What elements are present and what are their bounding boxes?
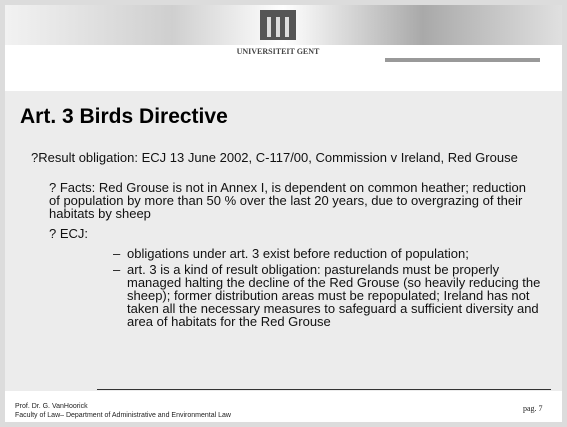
logo-column: [267, 17, 271, 37]
sub-bullet: – obligations under art. 3 exist before …: [113, 247, 553, 260]
logo-text: UNIVERSITEIT GENT: [237, 47, 320, 56]
slide: UNIVERSITEIT GENT Art. 3 Birds Directive…: [0, 0, 567, 427]
sub-bullet-text: obligations under art. 3 exist before re…: [127, 247, 469, 260]
page-number: pag. 7: [523, 404, 543, 413]
sub-bullet: – art. 3 is a kind of result obligation:…: [113, 263, 553, 328]
footer-rule: [97, 389, 551, 390]
logo-column: [276, 17, 280, 37]
footer-faculty: Faculty of Law– Department of Administra…: [15, 412, 231, 419]
slide-title: Art. 3 Birds Directive: [20, 105, 228, 129]
bullet: ? Facts: Red Grouse is not in Annex I, i…: [49, 181, 539, 220]
sub-bullet-text: art. 3 is a kind of result obligation: p…: [127, 263, 553, 328]
tagline: [385, 58, 540, 62]
dash: –: [113, 247, 127, 260]
footer-author: Prof. Dr. G. VanHoorick: [15, 403, 88, 410]
bullet: ?Result obligation: ECJ 13 June 2002, C-…: [31, 151, 551, 164]
dash: –: [113, 263, 127, 328]
bullet: ? ECJ:: [49, 227, 249, 240]
content-panel: [5, 91, 562, 391]
banner: UNIVERSITEIT GENT: [5, 5, 562, 85]
logo-column: [285, 17, 289, 37]
